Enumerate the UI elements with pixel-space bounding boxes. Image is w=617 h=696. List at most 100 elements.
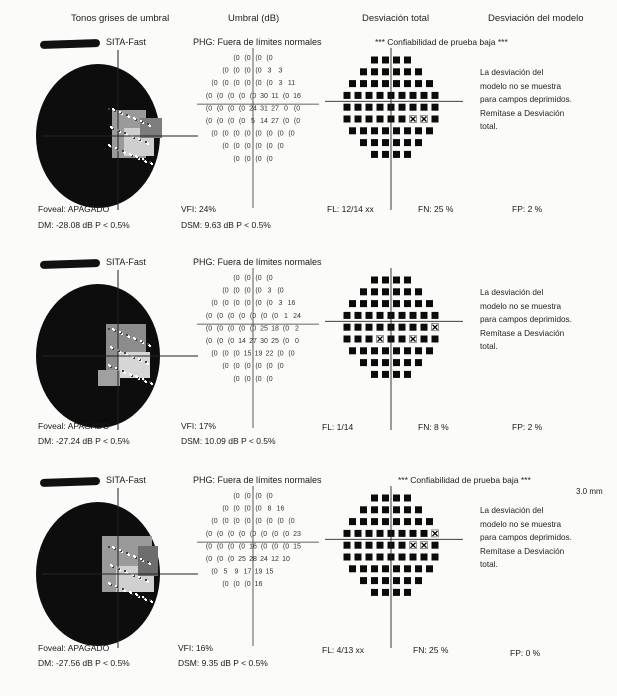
threshold-value: 14 [260,118,268,125]
gray-speckle [142,158,144,160]
threshold-value: (0 [244,131,250,138]
deviation-square [393,588,400,596]
deviation-square [376,311,384,319]
threshold-value: 1 [284,313,288,320]
gray-speckle [122,588,124,590]
deviation-square [404,150,411,158]
deviation-square [360,347,367,355]
deviation-square [415,518,422,526]
deviation-square [371,288,378,296]
reliability-warning: *** Confiabilidad de prueba baja *** [375,37,508,47]
gray-speckle [133,337,135,339]
deviation-square [398,91,406,99]
gray-speckle [145,579,147,581]
deviation-square [343,529,351,537]
threshold-value: (0 [255,518,261,525]
deviation-square [354,103,362,111]
threshold-value: (0 [228,531,234,538]
deviation-square [426,347,433,355]
deviation-square [365,541,373,549]
threshold-value: (0 [244,55,250,62]
fn-value: FN: 25 % [413,645,449,655]
gray-speckle [108,582,110,584]
vfi-value: VFI: 24% [181,204,216,214]
threshold-value: (0 [206,531,212,538]
test-section-3: SITA-Fast PHG: Fuera de límites normales… [0,474,617,696]
threshold-value: (0 [244,581,250,588]
threshold-value: (0 [228,543,234,550]
strategy-label: SITA-Fast [106,257,146,267]
fn-value: FN: 8 % [418,422,449,432]
threshold-value: (0 [244,376,250,383]
msg-line: La desviación del [480,68,544,77]
deviation-square [382,494,389,502]
deviation-square [382,150,389,158]
threshold-value: (0 [283,543,289,550]
threshold-value: (0 [211,518,217,525]
strategy-label: SITA-Fast [106,37,146,47]
pattern-deviation-message: La desviación del modelo no se muestra p… [480,66,600,134]
threshold-value: (0 [266,131,272,138]
header-gray: Tonos grises de umbral [71,13,170,24]
threshold-value: (0 [277,288,283,295]
deviation-symbol-mark [432,530,438,537]
threshold-value: (0 [217,338,223,345]
threshold-value: (0 [222,131,228,138]
gray-speckle [124,570,126,572]
deviation-square [393,494,400,502]
deviation-square [376,529,384,537]
deviation-square [404,56,411,64]
deviation-square [426,80,433,88]
deviation-square [404,139,411,147]
threshold-value: (0 [266,518,272,525]
threshold-value: (0 [222,351,228,358]
fp-value: FP: 0 % [510,648,541,658]
header-umbral: Umbral (dB) [228,13,280,24]
dm-value: DM: -27.24 dB P < 0.5% [38,436,130,446]
gray-speckle [149,599,151,601]
deviation-square [343,91,351,99]
threshold-value: 27 [271,118,279,125]
gray-speckle [142,596,144,598]
threshold-value: (0 [211,80,217,87]
fl-value: FL: 4/13 xx [322,645,365,655]
msg-line: Remítase a Desviación [480,328,565,338]
threshold-value: (0 [233,143,239,150]
fp-value: FP: 2 % [512,422,543,432]
threshold-value: (0 [277,363,283,370]
deviation-square [376,115,384,123]
deviation-square [431,335,439,343]
deviation-square [382,300,389,308]
threshold-value: 18 [271,325,279,332]
deviation-square [360,565,367,573]
deviation-square [349,518,356,526]
threshold-value: (0 [239,325,245,332]
deviation-square [354,323,362,331]
gray-speckle [135,593,137,595]
threshold-value: (0 [228,556,234,563]
deviation-square [393,56,400,64]
threshold-value: (0 [233,55,239,62]
deviation-square [365,311,373,319]
deviation-square [398,323,406,331]
deviation-square [415,577,422,585]
deviation-square [371,577,378,585]
threshold-value: 15 [266,569,274,576]
deviation-square [420,553,428,561]
gray-speckle [142,378,144,380]
threshold-value: 17 [244,569,252,576]
deviation-square [371,359,378,367]
threshold-value: (0 [233,506,239,513]
gray-speckle [147,123,149,125]
phg-label: PHG: Fuera de límites normales [193,37,322,47]
threshold-value: (0 [244,288,250,295]
deviation-square [382,370,389,378]
deviation-square [393,68,400,76]
deviation-square [398,311,406,319]
threshold-value: (0 [233,131,239,138]
threshold-value: (0 [255,363,261,370]
threshold-value: (0 [233,363,239,370]
deviation-square [371,150,378,158]
deviation-square [371,276,378,284]
threshold-value: (0 [266,493,272,500]
